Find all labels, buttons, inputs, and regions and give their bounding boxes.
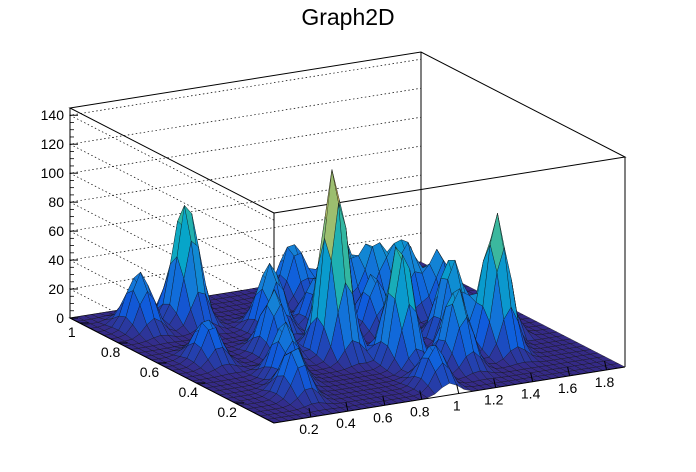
z-tick-label: 40 — [48, 252, 64, 268]
x-tick-label: 1.6 — [558, 380, 578, 396]
x-tick — [308, 407, 312, 418]
x-tick-label: 1.2 — [484, 392, 504, 408]
x-tick — [382, 396, 386, 406]
z-tick-label: 20 — [48, 281, 64, 297]
y-tick-label: 0.8 — [101, 344, 121, 360]
y-tick-label: 0.6 — [140, 364, 160, 380]
x-tick-label: 1.8 — [595, 374, 615, 390]
y-axis-line — [69, 317, 275, 424]
z-tick-label: 0 — [56, 310, 64, 326]
x-tick-label: 0.4 — [336, 415, 356, 431]
z-tick-label: 60 — [48, 223, 64, 239]
x-tick — [456, 384, 460, 394]
y-tick-label: 0.2 — [217, 404, 237, 420]
x-tick-label: 1.4 — [521, 386, 541, 402]
x-tick — [493, 378, 497, 388]
x-tick — [604, 360, 608, 371]
y-tick-label: 1 — [68, 324, 76, 340]
z-tick-label: 80 — [48, 194, 64, 210]
x-tick-label: 0.2 — [299, 421, 319, 437]
x-tick — [419, 390, 423, 400]
x-tick-label: 1 — [453, 398, 461, 414]
surface-mesh — [69, 169, 626, 424]
box-top — [68, 51, 627, 214]
chart-title: Graph2D — [301, 4, 395, 30]
x-tick — [530, 372, 534, 382]
y-tick-label: 0.4 — [179, 384, 199, 400]
x-tick-label: 0.8 — [410, 403, 430, 419]
x-tick-label: 0.6 — [373, 409, 393, 425]
z-gridline — [68, 87, 422, 250]
x-tick — [567, 366, 571, 376]
z-tick-label: 100 — [41, 165, 65, 181]
z-gridline — [68, 58, 422, 221]
z-tick-label: 120 — [41, 136, 65, 152]
x-tick — [345, 402, 349, 412]
z-tick-label: 140 — [41, 107, 65, 123]
x-axis-line — [273, 366, 626, 424]
